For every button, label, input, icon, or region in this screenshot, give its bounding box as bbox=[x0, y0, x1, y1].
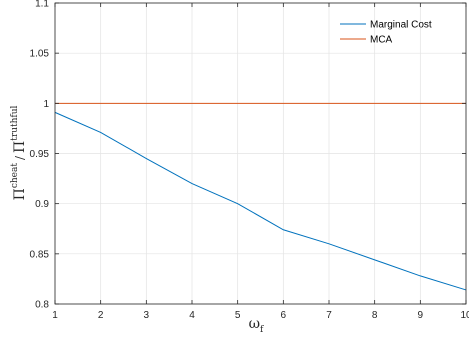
axis-ticks: 1 2 3 4 5 6 7 8 9 10 0.8 0.85 0.9 0.95 1 1.05 1.1 bbox=[30, 0, 469, 321]
x-tick-label: 9 bbox=[418, 310, 424, 321]
series-line-marginal-cost bbox=[54, 111, 467, 291]
x-tick-label: 1 bbox=[52, 310, 58, 321]
x-tick-label: 10 bbox=[460, 310, 469, 321]
x-tick-label: 5 bbox=[235, 310, 241, 321]
legend-label-mca: MCA bbox=[370, 35, 393, 46]
y-tick-label: 0.9 bbox=[35, 199, 49, 210]
x-tick-label: 6 bbox=[281, 310, 287, 321]
x-tick-label: 7 bbox=[326, 310, 332, 321]
x-axis-label: ωf bbox=[249, 316, 264, 335]
y-tick-label: 0.8 bbox=[35, 300, 49, 311]
series-lines bbox=[54, 102, 467, 291]
y-axis-label: Πcheat/Πtruthful bbox=[10, 105, 28, 200]
legend-label-marginal-cost: Marginal Cost bbox=[370, 20, 432, 31]
y-tick-label: 1 bbox=[43, 99, 49, 110]
x-tick-label: 3 bbox=[144, 310, 150, 321]
x-tick-label: 4 bbox=[189, 310, 195, 321]
y-tick-label: 1.1 bbox=[35, 0, 49, 10]
y-tick-label: 0.95 bbox=[30, 149, 50, 160]
x-tick-label: 8 bbox=[372, 310, 378, 321]
x-tick-label: 2 bbox=[98, 310, 104, 321]
y-tick-label: 1.05 bbox=[30, 49, 50, 60]
y-tick-label: 0.85 bbox=[30, 249, 50, 260]
legend: Marginal Cost MCA bbox=[340, 20, 432, 46]
